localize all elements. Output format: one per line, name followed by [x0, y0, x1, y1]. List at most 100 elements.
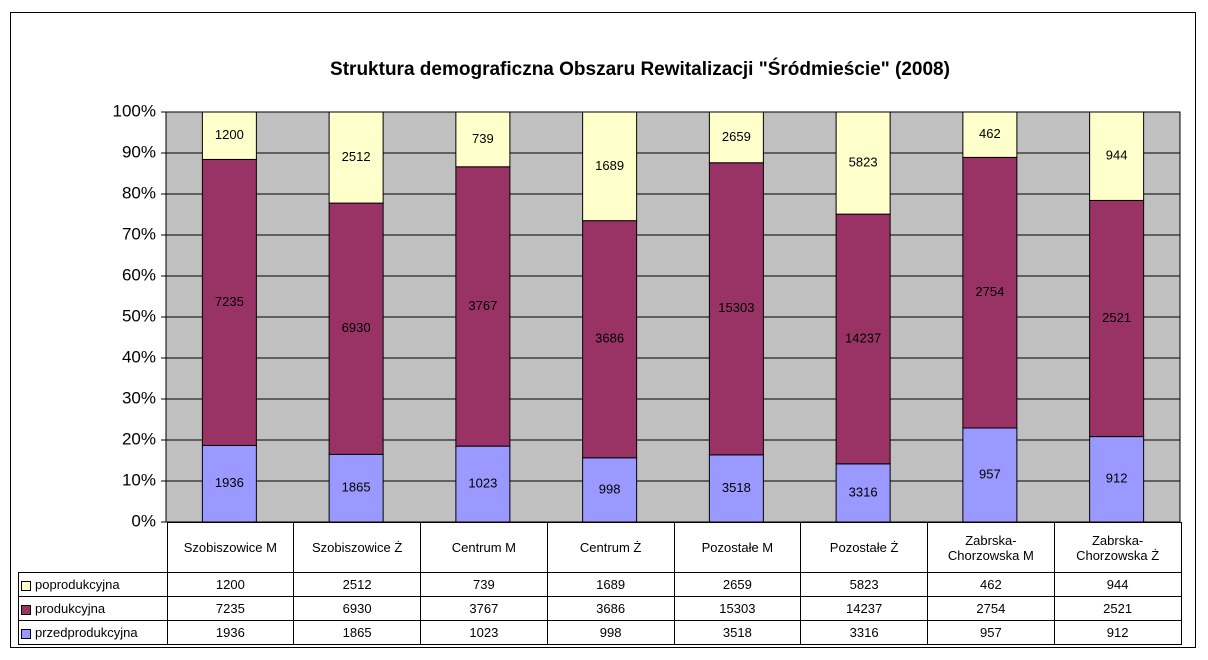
data-label: 15303 [718, 300, 754, 315]
table-row: przedprodukcyjna 1936 1865 1023 998 3518 3316 9… [18, 620, 1182, 645]
y-tick-label: 10% [122, 470, 156, 489]
data-label: 3518 [722, 480, 751, 495]
table-value: 3686 [546, 596, 675, 621]
category-label: Centrum M [420, 522, 548, 573]
y-tick-label: 80% [122, 183, 156, 202]
bar-segment [201, 158, 257, 446]
data-label: 1865 [342, 480, 371, 495]
table-value: 2512 [293, 572, 421, 597]
table-value: 957 [927, 620, 1055, 645]
bar-segment [708, 162, 764, 456]
legend-cell: poprodukcyjna [18, 572, 168, 597]
bar-segment [582, 111, 638, 222]
category-label: Szobiszowice M [166, 522, 295, 573]
table-value: 2521 [1053, 596, 1182, 621]
data-label: 1023 [468, 476, 497, 491]
category-label: Zabrska-Chorzowska M [927, 522, 1055, 573]
bar-segment [328, 202, 384, 455]
chart-frame [10, 12, 1196, 648]
category-label: Pozostałe Ż [800, 522, 928, 573]
data-label: 462 [979, 126, 1001, 141]
data-label: 7235 [215, 294, 244, 309]
data-label: 912 [1106, 471, 1128, 486]
data-label: 1689 [595, 158, 624, 173]
bar-segment [962, 427, 1018, 523]
table-value: 2754 [927, 596, 1055, 621]
table-value: 5823 [800, 572, 928, 597]
table-value: 2659 [673, 572, 802, 597]
table-row: produkcyjna 7235 6930 3767 3686 15303 14237 275… [18, 596, 1182, 621]
data-label: 957 [979, 466, 1001, 481]
table-value: 912 [1053, 620, 1182, 645]
bar-segment [201, 111, 257, 160]
data-label: 3316 [849, 484, 878, 499]
data-label: 2754 [975, 284, 1004, 299]
table-value: 1865 [293, 620, 421, 645]
y-tick-label: 40% [122, 347, 156, 366]
bar-segment [962, 156, 1018, 429]
bar-segment [582, 220, 638, 459]
legend-key [21, 628, 31, 639]
data-label: 14237 [845, 330, 881, 345]
category-label: Szobiszowice Ż [293, 522, 421, 573]
legend-key [21, 580, 31, 591]
chart-title: Struktura demograficzna Obszaru Rewitali… [330, 58, 950, 80]
legend-cell: przedprodukcyjna [18, 620, 168, 645]
data-label: 2521 [1102, 310, 1131, 325]
bar-segment [328, 111, 384, 204]
data-label: 3767 [468, 298, 497, 313]
table-value: 944 [1053, 572, 1182, 597]
table-header-row: Szobiszowice M Szobiszowice Ż Centrum M Cen… [18, 522, 1182, 573]
y-tick-label: 30% [122, 388, 156, 407]
data-label: 2512 [342, 149, 371, 164]
data-label: 1200 [215, 127, 244, 142]
table-value: 7235 [166, 596, 295, 621]
legend-cell: produkcyjna [18, 596, 168, 621]
y-tick-label: 70% [122, 224, 156, 243]
bar-segment [1089, 111, 1145, 201]
bar-segment [455, 166, 511, 447]
table-value: 998 [546, 620, 675, 645]
bar-segment [708, 111, 764, 164]
category-label: Centrum Ż [546, 522, 675, 573]
table-value: 462 [927, 572, 1055, 597]
data-label: 2659 [722, 129, 751, 144]
table-value: 6930 [293, 596, 421, 621]
table-value: 14237 [800, 596, 928, 621]
y-tick-label: 20% [122, 429, 156, 448]
bar-segment [962, 111, 1018, 158]
table-value: 1689 [546, 572, 675, 597]
table-value: 3767 [420, 596, 548, 621]
data-label: 3686 [595, 331, 624, 346]
table-value: 1936 [166, 620, 295, 645]
table-value: 3518 [673, 620, 802, 645]
legend-label: przedprodukcyjna [35, 625, 138, 640]
y-tick-label: 100% [113, 101, 156, 120]
category-label: Pozostałe M [673, 522, 802, 573]
data-label: 998 [599, 481, 621, 496]
bar-segment [455, 111, 511, 168]
bar-segment [582, 457, 638, 523]
bar-segment [328, 453, 384, 523]
data-label: 6930 [342, 320, 371, 335]
category-label: Zabrska-Chorzowska Ż [1053, 522, 1182, 573]
bar-segment [1089, 199, 1145, 438]
blank-cell [18, 522, 168, 573]
table-value: 3316 [800, 620, 928, 645]
data-label: 944 [1106, 148, 1128, 163]
legend-label: poprodukcyjna [35, 577, 120, 592]
legend-key [21, 604, 31, 615]
data-table: Szobiszowice M Szobiszowice Ż Centrum M Cen… [18, 522, 1182, 645]
data-label: 1936 [215, 475, 244, 490]
table-value: 15303 [673, 596, 802, 621]
y-tick-label: 50% [122, 306, 156, 325]
y-tick-label: 90% [122, 142, 156, 161]
data-label: 5823 [849, 155, 878, 170]
table-value: 1023 [420, 620, 548, 645]
table-value: 739 [420, 572, 548, 597]
data-label: 739 [472, 131, 494, 146]
table-value: 1200 [166, 572, 295, 597]
bar-segment [835, 111, 891, 215]
y-tick-label: 60% [122, 265, 156, 284]
